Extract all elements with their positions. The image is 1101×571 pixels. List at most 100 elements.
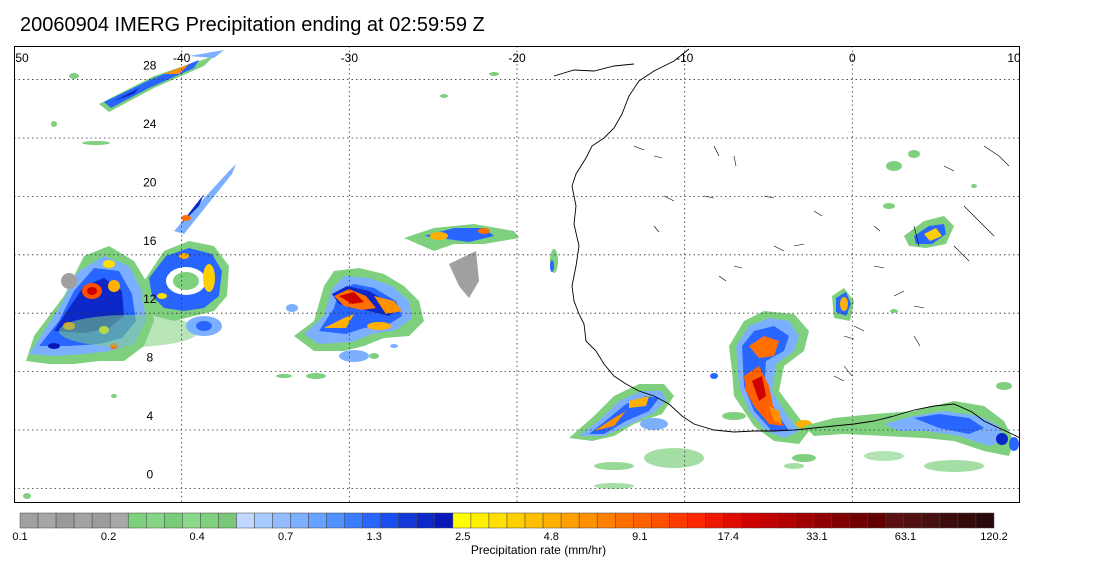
colorbar-swatch bbox=[524, 512, 544, 529]
precipitation-map: -50 -40 -30 -20 -10 0 10 28 24 20 16 12 8 4 0 bbox=[14, 46, 1020, 503]
colorbar-swatch bbox=[651, 512, 670, 529]
lat-tick-label: 24 bbox=[143, 117, 157, 131]
colorbar-swatch bbox=[921, 512, 941, 529]
colorbar-swatch bbox=[957, 512, 977, 529]
map-frame bbox=[14, 46, 1020, 503]
colorbar-swatch bbox=[362, 512, 381, 529]
colorbar-swatch bbox=[146, 512, 165, 529]
axis-labels: -50 -40 -30 -20 -10 0 10 28 24 20 16 12 8 4 0 bbox=[14, 51, 1020, 481]
colorbar-swatch bbox=[633, 512, 652, 529]
borders-layer bbox=[633, 145, 1010, 382]
lat-tick-label: 16 bbox=[143, 234, 157, 248]
colorbar-tick-label: 1.3 bbox=[367, 531, 382, 543]
lon-tick-label: -30 bbox=[341, 51, 359, 65]
colorbar-swatch bbox=[939, 512, 959, 529]
lat-tick-label: 0 bbox=[146, 467, 153, 481]
colorbar-swatch bbox=[19, 512, 39, 529]
colorbar-swatch bbox=[218, 512, 237, 529]
rain-cell-mid-atlantic bbox=[286, 268, 424, 379]
colorbar-swatch bbox=[326, 512, 345, 529]
colorbar-swatch bbox=[777, 512, 796, 529]
colorbar-swatch bbox=[127, 512, 147, 529]
lon-tick-label: -20 bbox=[508, 51, 526, 65]
colorbar-swatch bbox=[37, 512, 57, 529]
rain-cell-gulf-east bbox=[710, 373, 1019, 472]
rain-cell-east-sahel bbox=[883, 150, 954, 248]
lat-tick-label: 4 bbox=[146, 409, 153, 423]
rain-cell-nw-band bbox=[51, 50, 224, 145]
colorbar-swatch bbox=[831, 512, 850, 529]
lat-tick-label: 28 bbox=[143, 59, 157, 73]
lat-tick-label: 8 bbox=[146, 351, 153, 365]
colorbar-swatch bbox=[975, 512, 995, 529]
colorbar-swatch bbox=[885, 512, 905, 529]
colorbar-swatch bbox=[488, 512, 508, 529]
colorbar-tick-label: 0.7 bbox=[278, 531, 293, 543]
colorbar-swatch bbox=[596, 512, 616, 529]
colorbar-swatch bbox=[578, 512, 598, 529]
colorbar-swatch bbox=[867, 512, 887, 529]
rain-cell-north-mid bbox=[404, 224, 519, 298]
colorbar-swatch bbox=[452, 512, 472, 529]
colorbar-tick-label: 17.4 bbox=[718, 531, 739, 543]
colorbar-tick-label: 0.4 bbox=[189, 531, 204, 543]
coastline-segment-north bbox=[553, 63, 635, 77]
colorbar-swatch bbox=[272, 512, 291, 529]
rain-scattered-cells bbox=[23, 72, 1012, 499]
colorbar-swatch bbox=[254, 512, 273, 529]
colorbar-tick-label: 0.2 bbox=[101, 531, 116, 543]
rain-cell-guinea-coast bbox=[569, 384, 704, 470]
colorbar-swatch bbox=[416, 512, 436, 529]
colorbar-swatch bbox=[903, 512, 923, 529]
lon-tick-label: 0 bbox=[849, 51, 856, 65]
colorbar-swatch bbox=[849, 512, 868, 529]
colorbar-swatch bbox=[669, 512, 688, 529]
colorbar-swatch bbox=[506, 512, 526, 529]
lat-tick-label: 20 bbox=[143, 175, 157, 189]
colorbar: 0.1 0.2 0.4 0.7 1.3 2.5 4.8 9.1 17.4 33.1 63.1 120.… bbox=[12, 512, 1008, 543]
colorbar-swatch bbox=[434, 512, 454, 529]
colorbar-swatch bbox=[91, 512, 111, 529]
colorbar-swatch bbox=[560, 512, 580, 529]
colorbar-units-label: Precipitation rate (mm/hr) bbox=[470, 543, 607, 557]
lon-tick-label: -10 bbox=[676, 51, 694, 65]
colorbar-swatch bbox=[73, 512, 93, 529]
rain-cell-main-west-africa bbox=[729, 288, 854, 444]
colorbar-swatch bbox=[344, 512, 363, 529]
precipitation-layer bbox=[23, 50, 1019, 499]
colorbar-swatch bbox=[398, 512, 418, 529]
colorbar-swatch bbox=[470, 512, 490, 529]
colorbar-swatch bbox=[308, 512, 327, 529]
colorbar-tick-label: 2.5 bbox=[455, 531, 470, 543]
colorbar-tick-label: 33.1 bbox=[806, 531, 827, 543]
colorbar-swatch bbox=[614, 512, 634, 529]
coastline-layer bbox=[553, 48, 1020, 439]
colorbar-swatch bbox=[723, 512, 742, 529]
colorbar-tick-label: 9.1 bbox=[632, 531, 647, 543]
lon-tick-label: -50 bbox=[14, 51, 29, 65]
colorbar-swatch bbox=[741, 512, 760, 529]
colorbar-swatch bbox=[164, 512, 183, 529]
colorbar-tick-label: 0.1 bbox=[12, 531, 27, 543]
colorbar-swatch bbox=[200, 512, 219, 529]
colorbar-swatch bbox=[542, 512, 562, 529]
colorbar-swatch bbox=[380, 512, 400, 529]
lon-tick-label: 10 bbox=[1007, 51, 1020, 65]
lon-tick-label: -40 bbox=[173, 51, 191, 65]
lat-tick-label: 12 bbox=[143, 292, 157, 306]
colorbar-tick-label: 63.1 bbox=[895, 531, 916, 543]
colorbar-swatch bbox=[705, 512, 724, 529]
colorbar-swatch bbox=[236, 512, 255, 529]
colorbar-tick-label: 4.8 bbox=[544, 531, 559, 543]
rain-cell-central-west bbox=[59, 164, 236, 347]
colorbar-swatch bbox=[795, 512, 814, 529]
map-title: 20060904 IMERG Precipitation ending at 0… bbox=[20, 14, 485, 36]
colorbar-swatch bbox=[109, 512, 129, 529]
colorbar-swatch bbox=[55, 512, 75, 529]
colorbar-swatch bbox=[687, 512, 706, 529]
coastline-west-africa bbox=[571, 48, 1020, 439]
colorbar-swatch bbox=[290, 512, 309, 529]
colorbar-swatch bbox=[182, 512, 201, 529]
colorbar-tick-label: 120.2 bbox=[980, 531, 1008, 543]
grid-layer bbox=[14, 46, 1020, 503]
